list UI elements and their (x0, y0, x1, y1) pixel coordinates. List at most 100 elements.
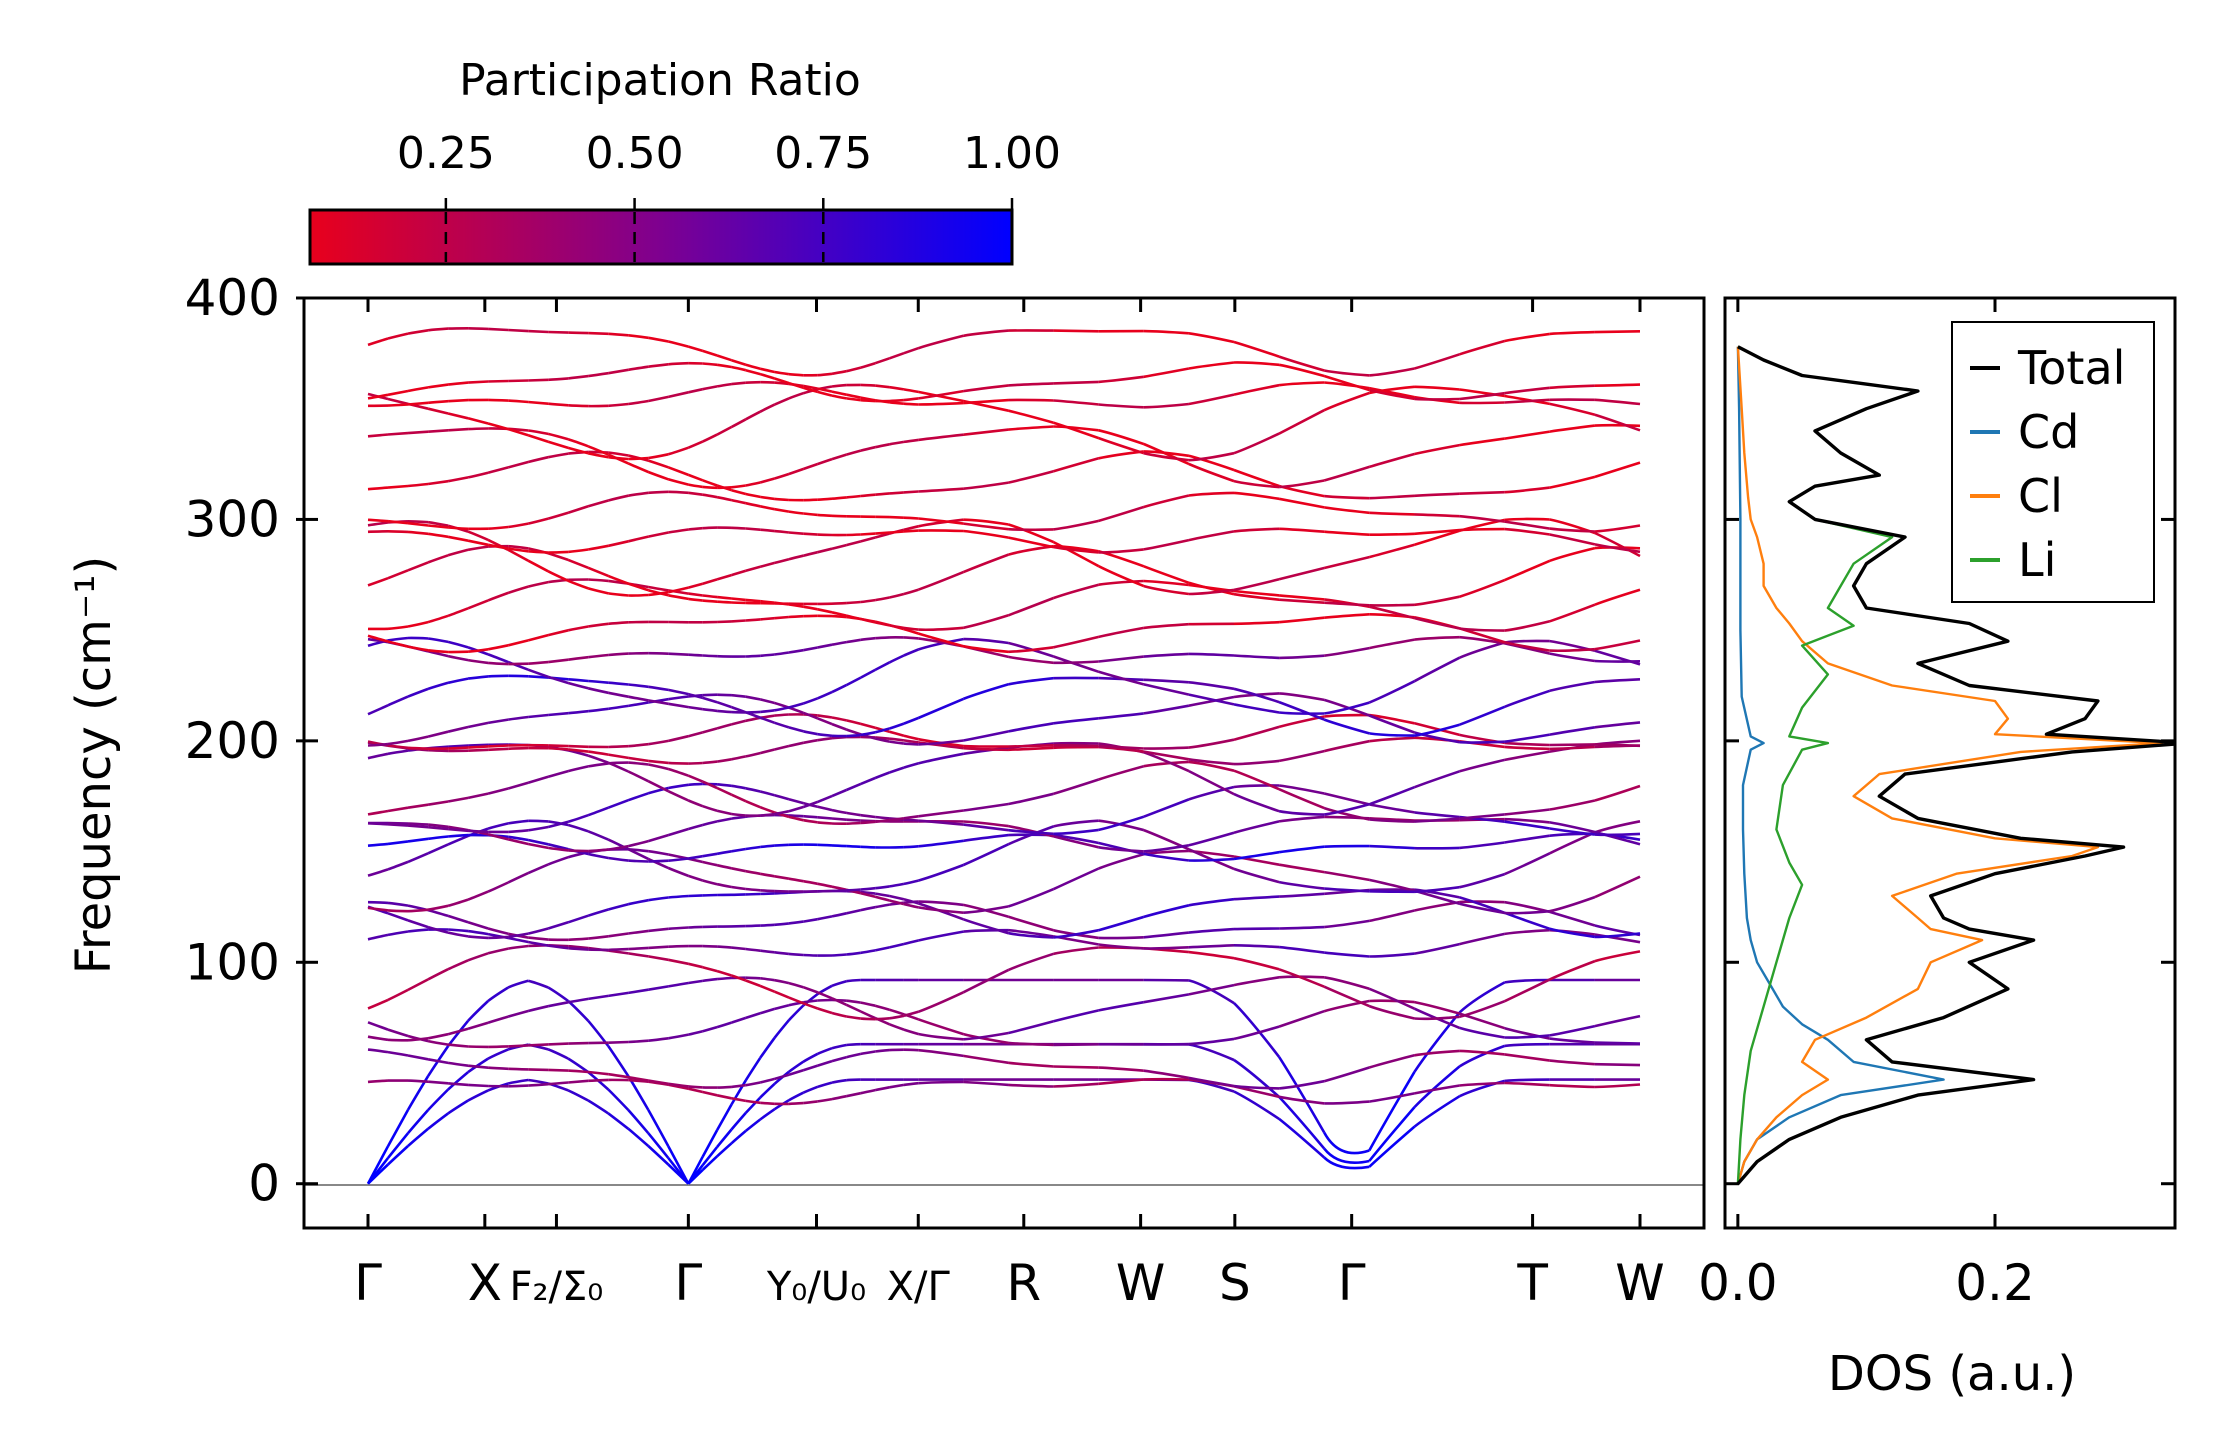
optical-branch (567, 625, 589, 632)
acoustic-branch (427, 1088, 450, 1111)
optical-branch (702, 707, 718, 713)
optical-branch (1233, 820, 1280, 834)
optical-branch (745, 363, 761, 370)
optical-branch (903, 490, 919, 494)
optical-branch (860, 668, 876, 679)
optical-branch (1549, 402, 1596, 416)
optical-branch (745, 410, 761, 421)
optical-branch (817, 547, 833, 554)
acoustic-branch (567, 1000, 590, 1022)
optical-branch (608, 592, 629, 597)
optical-branch (1279, 692, 1325, 702)
y-tick-label: 100 (185, 933, 280, 991)
optical-branch (628, 491, 649, 497)
optical-branch (1279, 925, 1325, 930)
optical-branch (759, 748, 775, 755)
optical-branch (817, 736, 833, 742)
optical-branch (628, 1078, 649, 1083)
optical-branch (487, 466, 509, 474)
optical-branch (760, 528, 775, 533)
optical-branch (731, 946, 746, 951)
optical-branch (803, 512, 818, 517)
optical-branch (1188, 1076, 1235, 1088)
optical-branch (1504, 852, 1551, 876)
optical-branch (817, 714, 833, 719)
optical-branch (846, 908, 862, 915)
optical-branch (903, 346, 919, 355)
optical-branch (702, 727, 718, 734)
optical-branch (507, 1009, 529, 1018)
optical-branch (1188, 332, 1235, 344)
optical-branch (803, 738, 818, 745)
optical-branch (1233, 1025, 1280, 1041)
kpoint-label: W (1615, 1254, 1664, 1312)
optical-branch (688, 705, 703, 711)
optical-branch (527, 633, 549, 642)
optical-branch (427, 730, 449, 738)
optical-branch (407, 1034, 429, 1043)
acoustic-branch (1188, 1043, 1235, 1062)
optical-branch (788, 554, 804, 561)
optical-branch (528, 825, 549, 832)
optical-branch (568, 678, 589, 683)
optical-branch (1188, 462, 1235, 483)
optical-branch (702, 485, 718, 490)
optical-branch (817, 372, 833, 377)
optical-branch (1594, 743, 1641, 748)
optical-branch (1504, 900, 1551, 914)
optical-branch (427, 843, 449, 855)
optical-branch (547, 675, 569, 685)
optical-branch (1233, 976, 1280, 987)
optical-branch (1143, 579, 1190, 587)
optical-branch (962, 968, 1010, 994)
optical-branch (1278, 815, 1325, 823)
optical-branch (963, 399, 1009, 412)
optical-branch (1233, 769, 1280, 791)
optical-branch (1188, 897, 1235, 907)
optical-branch (387, 749, 409, 756)
optical-branch (1278, 863, 1325, 874)
optical-branch (468, 1083, 489, 1088)
optical-branch (1188, 831, 1235, 847)
optical-branch (774, 990, 790, 999)
optical-branch (608, 621, 629, 626)
y-axis-label: Frequency (cm⁻¹) (66, 556, 122, 974)
optical-branch (1504, 928, 1550, 936)
optical-branch (874, 357, 890, 365)
optical-branch (831, 889, 847, 893)
optical-branch (387, 1028, 409, 1038)
optical-branch (1549, 384, 1595, 390)
optical-branch (527, 940, 549, 947)
optical-branch (427, 968, 449, 981)
optical-branch (716, 595, 732, 600)
optical-branch (407, 645, 429, 652)
optical-branch (802, 462, 819, 471)
optical-branch (1008, 1083, 1054, 1088)
optical-branch (918, 433, 964, 442)
optical-branch (1414, 595, 1460, 607)
optical-branch (367, 822, 389, 826)
optical-branch (648, 739, 669, 746)
optical-branch (1233, 944, 1280, 949)
optical-branch (687, 799, 704, 808)
optical-branch (846, 733, 861, 738)
optical-branch (760, 616, 775, 621)
optical-branch (875, 384, 890, 389)
optical-branch (1008, 596, 1055, 617)
optical-branch (889, 398, 904, 403)
optical-branch (803, 818, 818, 824)
optical-branch (528, 329, 549, 334)
colorbar-tick-label: 0.25 (397, 128, 495, 179)
optical-branch (860, 905, 876, 912)
optical-branch (745, 618, 761, 622)
optical-branch (963, 1031, 1009, 1041)
optical-branch (702, 693, 718, 697)
optical-branch (716, 363, 732, 369)
optical-branch (548, 711, 569, 717)
optical-branch (831, 390, 847, 396)
optical-branch (568, 946, 589, 951)
acoustic-branch (607, 1045, 630, 1077)
optical-branch (528, 675, 549, 679)
optical-branch (1008, 425, 1054, 431)
optical-branch (588, 679, 609, 684)
